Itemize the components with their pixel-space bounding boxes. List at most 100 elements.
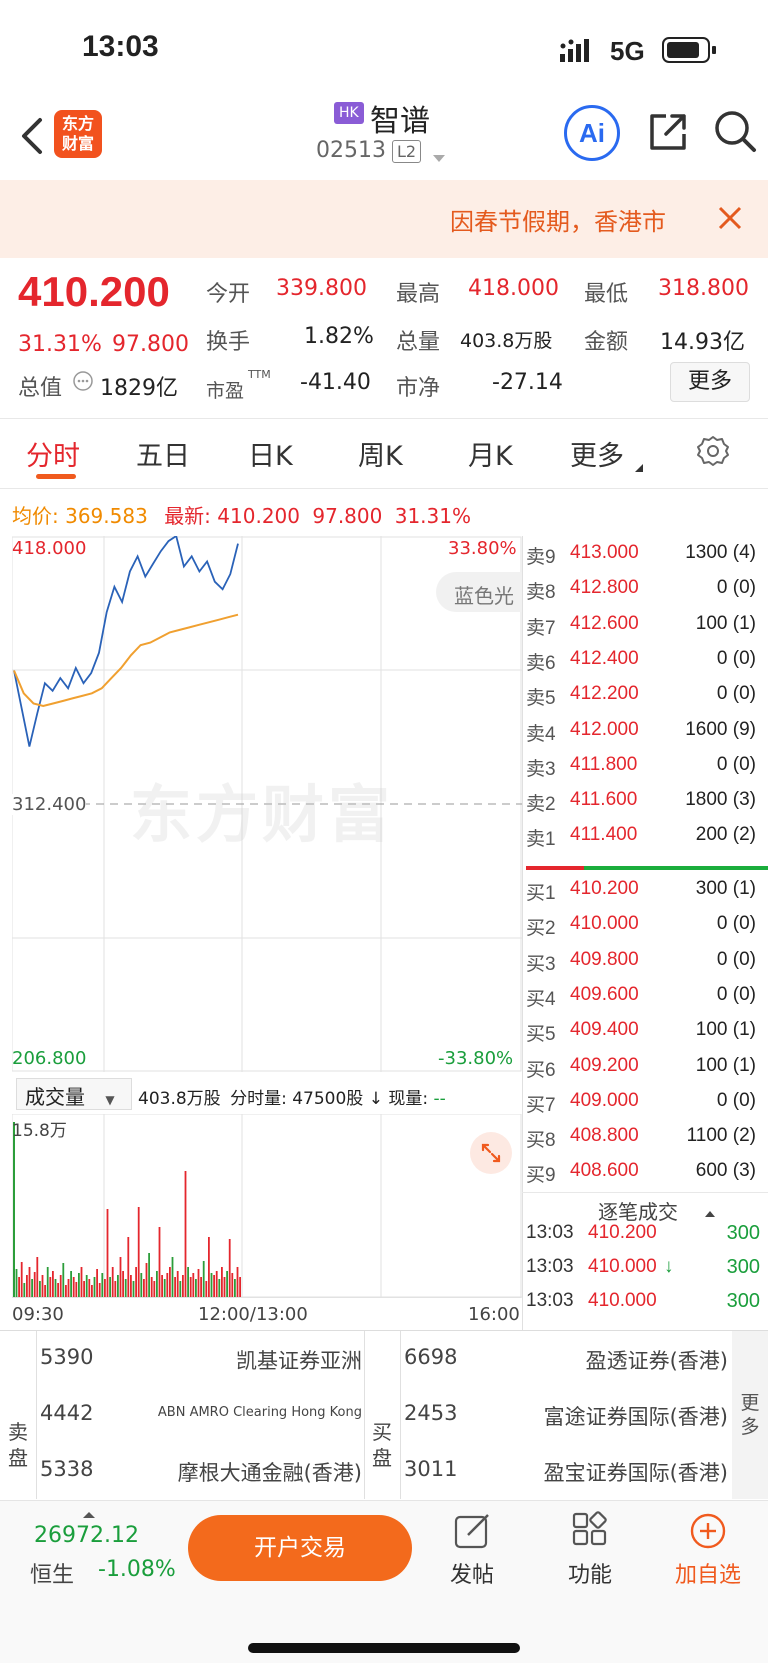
order-qty: 0 (0) [716,913,756,935]
open-value: 339.800 [276,276,367,301]
buy-broker-row[interactable]: 2453 富途证券国际(香港) [404,1401,728,1433]
amount-value: 14.93亿 [660,330,745,355]
info-icon[interactable] [72,370,94,392]
tab-monthly-k[interactable]: 月K [468,441,513,472]
volume-bar [200,1277,202,1297]
order-level: 买8 [526,1130,556,1152]
index-value[interactable]: 26972.12 [34,1523,139,1548]
side-tag[interactable]: 蓝色光 [436,572,522,612]
sell-order-row[interactable]: 卖2 411.600 1800 (3) [522,789,768,824]
network-type: 5G [610,36,645,66]
pe-superscript: TTM [248,368,271,381]
open-label: 今开 [206,282,251,307]
gear-icon[interactable] [696,434,730,468]
volume-bar [33,1272,36,1297]
function-button[interactable]: 功能 [558,1511,622,1597]
latest-value: 410.200 [217,504,301,528]
volume-selector[interactable]: 成交量 ▼ [16,1078,132,1110]
watchlist-button[interactable]: 加自选 [668,1511,748,1597]
volume-bar [54,1279,57,1297]
avg-label: 均价: [12,504,59,528]
ticks-title[interactable]: 逐笔成交 [598,1200,678,1224]
vol-total: 403.8万股 [138,1089,221,1109]
volume-bar [62,1263,65,1297]
holiday-banner: 因春节假期，香港市 [0,180,768,258]
chart-watermark: 东方财富 [130,778,395,851]
price-chart[interactable]: 东方财富 418.000 312.400 206.800 33.80% -33.… [11,534,522,1072]
sell-order-row[interactable]: 卖4 412.000 1600 (9) [522,719,768,754]
buy-order-row[interactable]: 买4 409.600 0 (0) [522,984,768,1019]
tab-weekly-k[interactable]: 周K [358,441,403,472]
high-label: 最高 [396,282,441,307]
volume-chart[interactable]: 15.8万 [11,1113,522,1299]
tab-more[interactable]: 更多 [570,441,624,472]
volume-selector-label: 成交量 [25,1085,85,1109]
grid-icon [570,1511,610,1551]
buy-order-row[interactable]: 买2 410.000 0 (0) [522,913,768,948]
sell-broker-row[interactable]: 4442 ABN AMRO Clearing Hong Kong [40,1401,362,1433]
index-name[interactable]: 恒生 [30,1563,75,1588]
close-icon[interactable] [716,204,744,232]
buy-order-row[interactable]: 买7 409.000 0 (0) [522,1090,768,1125]
volume-bar [88,1279,91,1297]
buy-order-row[interactable]: 买8 408.800 1100 (2) [522,1125,768,1160]
buy-order-row[interactable]: 买5 409.400 100 (1) [522,1019,768,1054]
back-icon[interactable] [18,114,48,158]
trade-button[interactable]: 开户交易 [188,1515,412,1581]
volume-bar [75,1282,78,1297]
tab-active-underline [36,474,76,479]
chevron-down-icon[interactable] [432,148,446,162]
buy-broker-row[interactable]: 3011 盈宝证券国际(香港) [404,1457,728,1489]
vol-max-label: 15.8万 [12,1121,67,1141]
ai-button[interactable]: Ai [564,105,620,161]
sell-order-row[interactable]: 卖6 412.400 0 (0) [522,648,768,683]
post-button[interactable]: 发帖 [440,1511,504,1597]
volume-bar [189,1277,192,1297]
order-qty: 0 (0) [716,948,756,970]
broker-more-button[interactable]: 更 多 [732,1331,768,1499]
volume-bar [221,1267,223,1297]
home-indicator [248,1643,520,1653]
app-logo[interactable]: 东方 财富 [54,110,102,158]
order-qty: 0 (0) [716,683,756,705]
index-pct[interactable]: -1.08% [98,1557,176,1582]
buy-order-row[interactable]: 买6 409.200 100 (1) [522,1055,768,1090]
buy-broker-row[interactable]: 6698 盈透证券(香港) [404,1345,728,1377]
order-level: 卖9 [526,547,556,568]
search-icon[interactable] [712,108,758,154]
sell-broker-row[interactable]: 5338 摩根大通金融(香港) [40,1457,362,1489]
volume-bar [28,1267,31,1297]
buy-order-row[interactable]: 买9 408.600 600 (3) [522,1160,768,1195]
sell-broker-row[interactable]: 5390 凯基证券亚洲 [40,1345,362,1377]
tab-daily-k[interactable]: 日K [248,441,293,472]
tab-intraday[interactable]: 分时 [26,441,80,472]
sell-side-label: 卖 盘 [8,1420,28,1470]
share-icon[interactable] [646,110,690,154]
order-qty: 0 (0) [716,577,756,599]
current-price: 410.200 [18,268,170,315]
buy-order-row[interactable]: 买1 410.200 300 (1) [522,878,768,913]
divider [400,1331,401,1499]
sell-order-row[interactable]: 卖1 411.400 200 (2) [522,824,768,859]
sell-order-row[interactable]: 卖8 412.800 0 (0) [522,577,768,612]
order-qty: 0 (0) [716,1089,756,1111]
time-end: 16:00 [468,1304,520,1325]
volume-bar [239,1277,241,1297]
tick-row: 13:03 410.000 300 [522,1290,768,1325]
logo-text-bottom: 财富 [61,134,94,153]
more-button[interactable]: 更多 [670,362,750,402]
time-start: 09:30 [12,1304,64,1325]
sell-order-row[interactable]: 卖3 411.800 0 (0) [522,754,768,789]
volume-bar [72,1277,75,1297]
expand-icon[interactable] [470,1132,512,1174]
plus-circle-icon [688,1511,728,1551]
order-level: 买3 [526,953,556,975]
sell-order-row[interactable]: 卖5 412.200 0 (0) [522,683,768,718]
buy-order-row[interactable]: 买3 409.800 0 (0) [522,949,768,984]
volume-bar [150,1277,153,1297]
tab-five-day[interactable]: 五日 [136,441,190,472]
volume-bar [218,1279,221,1297]
sell-order-row[interactable]: 卖7 412.600 100 (1) [522,613,768,648]
sell-order-row[interactable]: 卖9 413.000 1300 (4) [522,542,768,577]
latest-pct: 31.31% [394,504,471,528]
